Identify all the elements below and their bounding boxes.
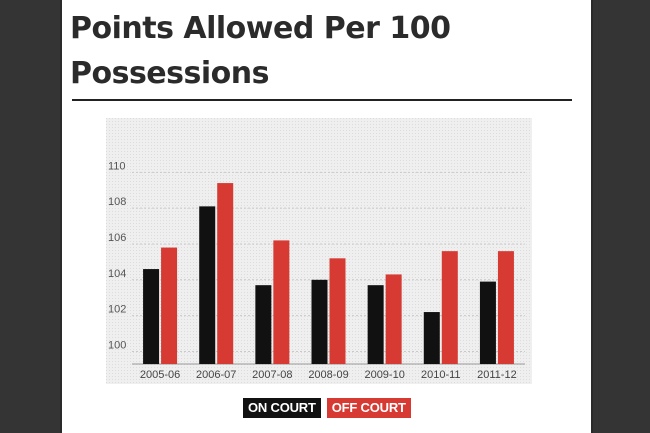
bar-off-court: [161, 247, 178, 364]
bar-on-court: [311, 279, 328, 364]
x-tick-label: 2007-08: [252, 369, 292, 381]
y-tick-label: 106: [108, 232, 126, 244]
bar-on-court: [255, 285, 272, 364]
x-tick-label: 2010-11: [421, 369, 461, 381]
left-background-strip: [0, 0, 62, 433]
bar-off-court: [497, 251, 514, 364]
x-tick-label: 2008-09: [308, 369, 348, 381]
x-tick-label: 2009-10: [364, 369, 404, 381]
bar-on-court: [479, 281, 496, 364]
bar-on-court: [143, 269, 160, 364]
chart-legend: ON COURT OFF COURT: [243, 398, 411, 418]
bar-off-court: [385, 274, 402, 364]
chart-svg: 100 102 104 106 108 110 2005-06 2006-07 2007-08 2…: [106, 118, 532, 384]
y-tick-label: 100: [108, 339, 126, 351]
x-tick-label: 2005-06: [140, 369, 180, 381]
bar-on-court: [367, 285, 384, 364]
bar-chart: 100 102 104 106 108 110 2005-06 2006-07 2007-08 2…: [106, 118, 532, 384]
bar-off-court: [329, 258, 346, 364]
right-background-strip: [591, 0, 650, 433]
bar-off-court: [217, 183, 234, 364]
x-tick-label: 2006-07: [196, 369, 236, 381]
legend-off-court: OFF COURT: [326, 398, 411, 418]
bar-off-court: [273, 240, 290, 364]
x-tick-label: 2011-12: [477, 369, 517, 381]
y-tick-label: 108: [108, 196, 126, 208]
content-panel: Points Allowed Per 100 Possessions 100 10…: [62, 0, 591, 433]
legend-on-court: ON COURT: [243, 398, 321, 418]
title-divider: [72, 99, 572, 101]
y-tick-label: 102: [108, 304, 126, 316]
bar-on-court: [199, 206, 216, 364]
bar-on-court: [423, 312, 440, 364]
bar-off-court: [441, 251, 458, 364]
y-tick-label: 110: [108, 160, 126, 172]
page-title: Points Allowed Per 100 Possessions: [70, 11, 451, 91]
y-tick-label: 104: [108, 268, 126, 280]
